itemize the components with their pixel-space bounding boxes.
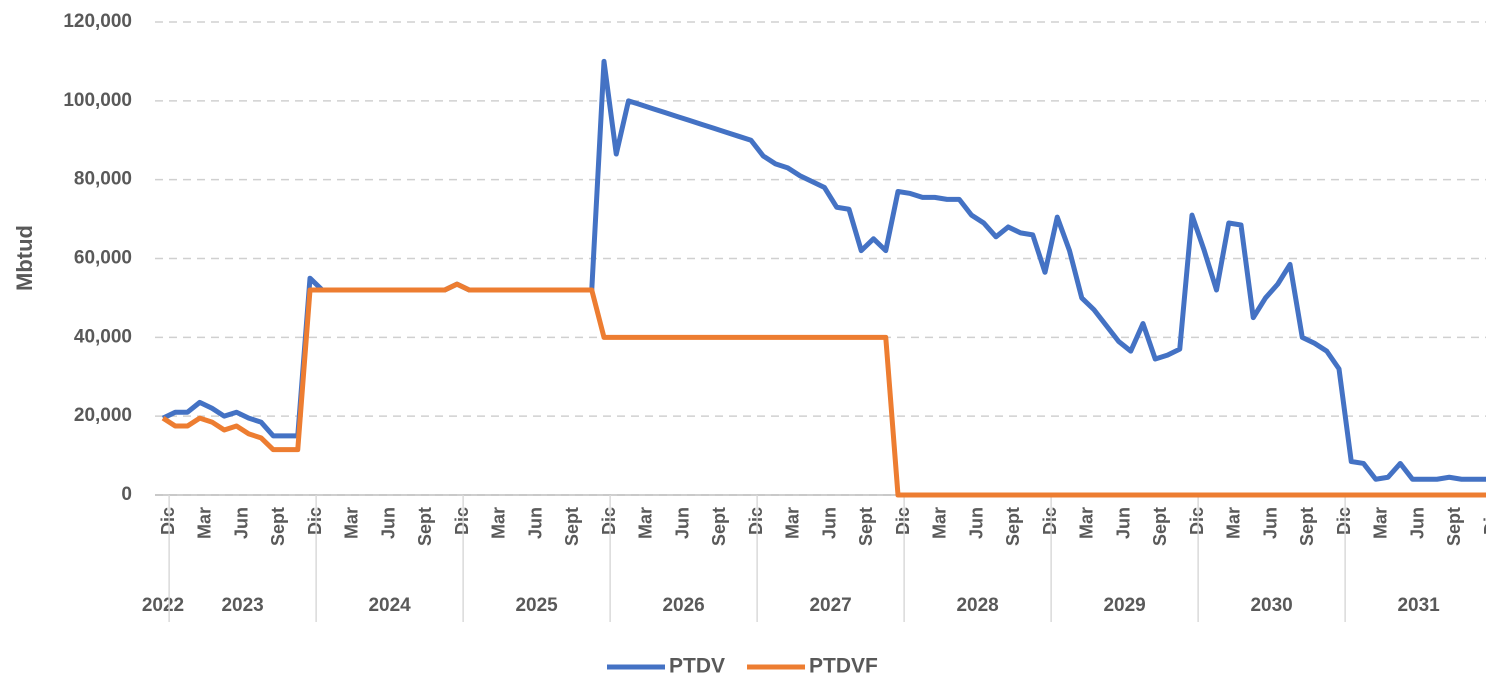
x-tick-label: Dic xyxy=(1187,507,1207,535)
x-group-label: 2029 xyxy=(1103,595,1145,616)
x-tick-label: Jun xyxy=(231,507,251,539)
x-tick-label: Jun xyxy=(1113,507,1133,539)
x-group-label: 2026 xyxy=(662,595,704,616)
x-tick-label: Jun xyxy=(378,507,398,539)
x-tick-label: Sept xyxy=(1297,507,1317,546)
x-tick-label: Mar xyxy=(195,507,215,539)
x-tick-label: Jun xyxy=(966,507,986,539)
x-tick-label: Dic xyxy=(158,507,178,535)
x-group-label: 2022 xyxy=(142,595,184,616)
y-tick-label: 0 xyxy=(121,484,132,505)
x-tick-label: Dic xyxy=(1481,507,1486,535)
y-tick-label: 100,000 xyxy=(63,90,132,111)
x-tick-label: Dic xyxy=(1040,507,1060,535)
x-group-label: 2024 xyxy=(368,595,411,616)
legend-label: PTDV xyxy=(669,655,725,678)
y-axis-title: Mbtud xyxy=(12,225,37,291)
x-tick-label: Jun xyxy=(1407,507,1427,539)
y-tick-label: 60,000 xyxy=(74,248,132,269)
x-group-label: 2030 xyxy=(1250,595,1292,616)
x-tick-label: Mar xyxy=(636,507,656,539)
y-tick-label: 120,000 xyxy=(63,11,132,32)
x-tick-label: Sept xyxy=(1444,507,1464,546)
x-tick-label: Dic xyxy=(599,507,619,535)
legend-label: PTDVF xyxy=(809,655,878,678)
x-group-label: 2027 xyxy=(809,595,851,616)
x-group-label: 2023 xyxy=(221,595,263,616)
x-tick-label: Mar xyxy=(1371,507,1391,539)
x-tick-label: Mar xyxy=(1224,507,1244,539)
x-group-label: 2028 xyxy=(956,595,998,616)
x-tick-label: Sept xyxy=(268,507,288,546)
x-tick-label: Jun xyxy=(525,507,545,539)
x-tick-label: Sept xyxy=(1003,507,1023,546)
x-tick-label: Sept xyxy=(562,507,582,546)
x-tick-label: Mar xyxy=(930,507,950,539)
x-tick-label: Dic xyxy=(305,507,325,535)
x-tick-label: Dic xyxy=(1334,507,1354,535)
x-tick-label: Dic xyxy=(452,507,472,535)
x-tick-label: Jun xyxy=(1260,507,1280,539)
x-tick-label: Mar xyxy=(783,507,803,539)
x-tick-label: Mar xyxy=(1077,507,1097,539)
x-tick-label: Sept xyxy=(415,507,435,546)
x-tick-label: Sept xyxy=(709,507,729,546)
x-tick-label: Dic xyxy=(746,507,766,535)
x-tick-label: Jun xyxy=(819,507,839,539)
y-tick-label: 20,000 xyxy=(74,405,132,426)
y-tick-label: 80,000 xyxy=(74,169,132,190)
x-tick-label: Dic xyxy=(893,507,913,535)
series-line xyxy=(161,58,1486,482)
x-tick-label: Sept xyxy=(856,507,876,546)
series-line xyxy=(161,281,1486,498)
x-group-label: 2025 xyxy=(515,595,558,616)
x-group-label: 2031 xyxy=(1397,595,1440,616)
x-tick-label: Mar xyxy=(342,507,362,539)
y-tick-label: 40,000 xyxy=(74,326,132,347)
x-tick-label: Sept xyxy=(1150,507,1170,546)
x-tick-label: Jun xyxy=(672,507,692,539)
x-tick-label: Mar xyxy=(489,507,509,539)
